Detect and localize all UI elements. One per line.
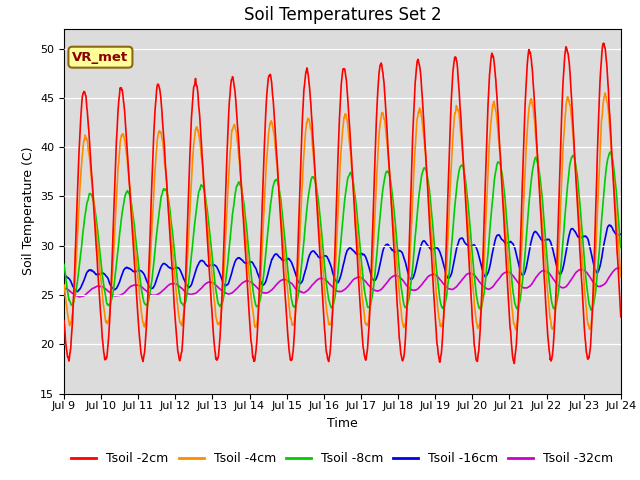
Y-axis label: Soil Temperature (C): Soil Temperature (C) xyxy=(22,147,35,276)
Legend: Tsoil -2cm, Tsoil -4cm, Tsoil -8cm, Tsoil -16cm, Tsoil -32cm: Tsoil -2cm, Tsoil -4cm, Tsoil -8cm, Tsoi… xyxy=(67,447,618,470)
Title: Soil Temperatures Set 2: Soil Temperatures Set 2 xyxy=(244,6,441,24)
Text: VR_met: VR_met xyxy=(72,51,129,64)
X-axis label: Time: Time xyxy=(327,417,358,430)
